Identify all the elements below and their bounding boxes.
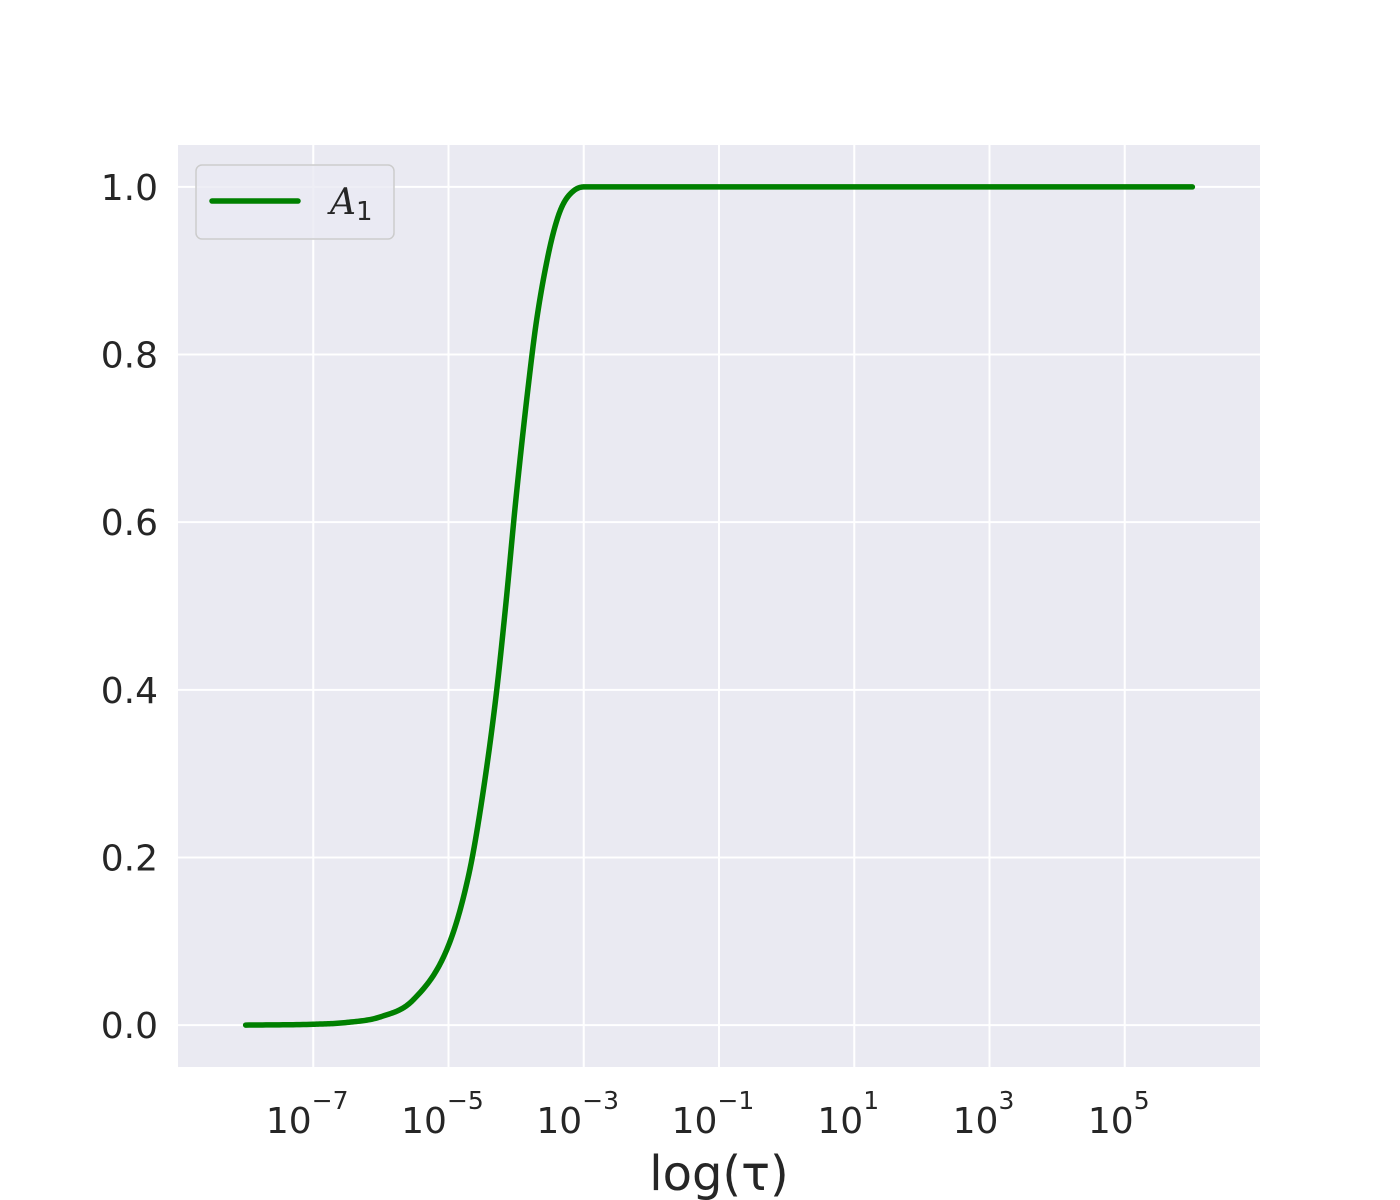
grid: [178, 145, 1260, 1067]
series-line-a1: [242, 184, 1196, 1028]
y-tick-label: 0.4: [101, 671, 158, 712]
x-tick-exponent: −1: [717, 1086, 754, 1115]
legend: A1: [195, 164, 395, 240]
y-tick-labels: 0.0 0.2 0.4 0.6 0.8 1.0: [101, 168, 158, 1047]
x-tick-base: 10: [401, 1101, 447, 1142]
x-tick-exponent: −7: [312, 1086, 349, 1115]
x-tick-label: 101: [817, 1086, 879, 1142]
y-tick-label: 0.2: [101, 838, 158, 879]
x-tick-exponent: −5: [447, 1086, 484, 1115]
x-tick-base: 10: [536, 1101, 582, 1142]
x-tick-exponent: −3: [582, 1086, 619, 1115]
x-tick-exponent: 3: [998, 1086, 1014, 1115]
legend-label-main: A: [327, 182, 356, 223]
x-tick-label: 105: [1088, 1086, 1150, 1142]
x-tick-base: 10: [266, 1101, 312, 1142]
legend-label: A1: [327, 182, 373, 227]
x-tick-base: 10: [953, 1101, 999, 1142]
x-tick-label: 103: [953, 1086, 1015, 1142]
x-tick-label: 10−3: [536, 1086, 619, 1142]
x-tick-label: 10−1: [672, 1086, 755, 1142]
y-tick-label: 0.8: [101, 336, 158, 377]
legend-label-subscript: 1: [356, 197, 373, 227]
x-tick-exponent: 1: [863, 1086, 879, 1115]
x-tick-label: 10−5: [401, 1086, 484, 1142]
y-tick-label: 0.6: [101, 503, 158, 544]
x-tick-base: 10: [817, 1101, 863, 1142]
x-axis-label: log(τ): [649, 1146, 789, 1200]
series-layer: [242, 184, 1196, 1028]
y-tick-label: 0.0: [101, 1006, 158, 1047]
x-tick-exponent: 5: [1134, 1086, 1150, 1115]
x-tick-base: 10: [1088, 1101, 1134, 1142]
x-tick-label: 10−7: [266, 1086, 349, 1142]
y-tick-label: 1.0: [101, 168, 158, 209]
x-tick-base: 10: [672, 1101, 718, 1142]
